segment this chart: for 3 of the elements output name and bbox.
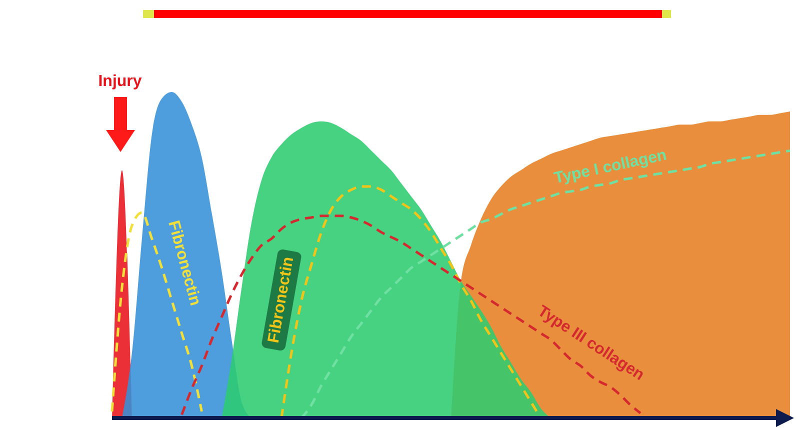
text: Fibronectin: [265, 256, 298, 344]
text: Type I collagen: [552, 146, 668, 188]
text: Injury: [98, 73, 142, 90]
